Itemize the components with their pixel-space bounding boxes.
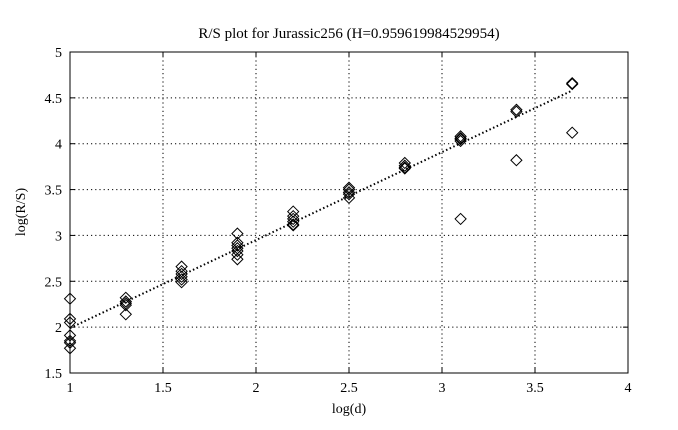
y-tick-label: 1.5 [45,367,63,382]
data-point-diamond [398,162,412,175]
data-point-diamond [565,77,579,91]
x-tick-label: 2.5 [340,381,358,396]
y-tick-label: 5 [55,46,62,61]
data-point-diamond [231,236,244,249]
data-point-diamond [231,227,244,240]
axis-ticks [69,51,629,374]
data-point-diamond [454,132,467,145]
x-axis-title: log(d) [332,402,367,417]
axis-tick-labels: 1 1.5 2 2.5 3 3.5 4 1.5 2 2.5 3 3.5 4 4.5 5 [45,46,632,396]
data-point-diamond [286,209,300,223]
regression-fit-line [69,89,573,329]
data-point-diamond [454,134,467,148]
data-point-diamond [454,130,467,143]
data-point-diamond [119,295,133,308]
x-tick-label: 1 [67,381,74,396]
data-point-diamond [565,126,579,139]
data-point-diamond [231,253,244,266]
data-point-diamond [342,187,356,201]
data-point-diamond [342,186,356,199]
data-point-diamond [119,298,133,312]
data-point-diamond [119,308,133,321]
data-point-diamond [510,103,523,116]
data-points [63,76,579,355]
data-point-diamond [398,156,412,170]
data-point-diamond [342,191,356,205]
data-point-diamond [510,154,523,167]
data-point-diamond [286,212,300,226]
data-point-diamond [231,244,244,258]
x-tick-label: 2 [253,381,260,396]
x-tick-label: 4 [625,381,632,396]
data-point-diamond [454,132,467,146]
chart-title: R/S plot for Jurassic256 (H=0.9596199845… [198,26,499,42]
data-point-diamond [398,161,412,174]
y-tick-label: 4.5 [45,92,63,107]
data-point-diamond [286,215,300,228]
data-point-diamond [342,183,356,196]
y-tick-label: 3 [55,229,62,244]
data-point-diamond [398,159,412,172]
data-point-diamond [175,260,188,273]
data-point-diamond [510,105,523,118]
y-tick-label: 2 [55,321,62,336]
x-tick-label: 3.5 [526,381,544,396]
data-point-diamond [342,181,356,194]
x-tick-label: 1.5 [154,381,172,396]
data-point-diamond [565,76,579,90]
x-tick-label: 3 [439,381,446,396]
data-point-diamond [175,270,188,283]
y-tick-label: 4 [55,138,62,153]
data-point-diamond [286,205,300,218]
grid-lines [70,52,628,373]
data-point-diamond [119,291,133,305]
y-tick-label: 3.5 [45,184,63,199]
data-point-diamond [231,239,244,252]
data-point-diamond [175,273,188,286]
y-axis-title: log(R/S) [14,188,29,237]
data-point-diamond [454,212,467,226]
data-point-diamond [175,275,188,289]
data-point-diamond [286,219,300,232]
y-tick-label: 2.5 [45,275,63,290]
fit-line-group [69,89,573,329]
data-point-diamond [286,218,300,231]
data-point-diamond [231,248,244,261]
data-point-diamond [175,267,188,281]
